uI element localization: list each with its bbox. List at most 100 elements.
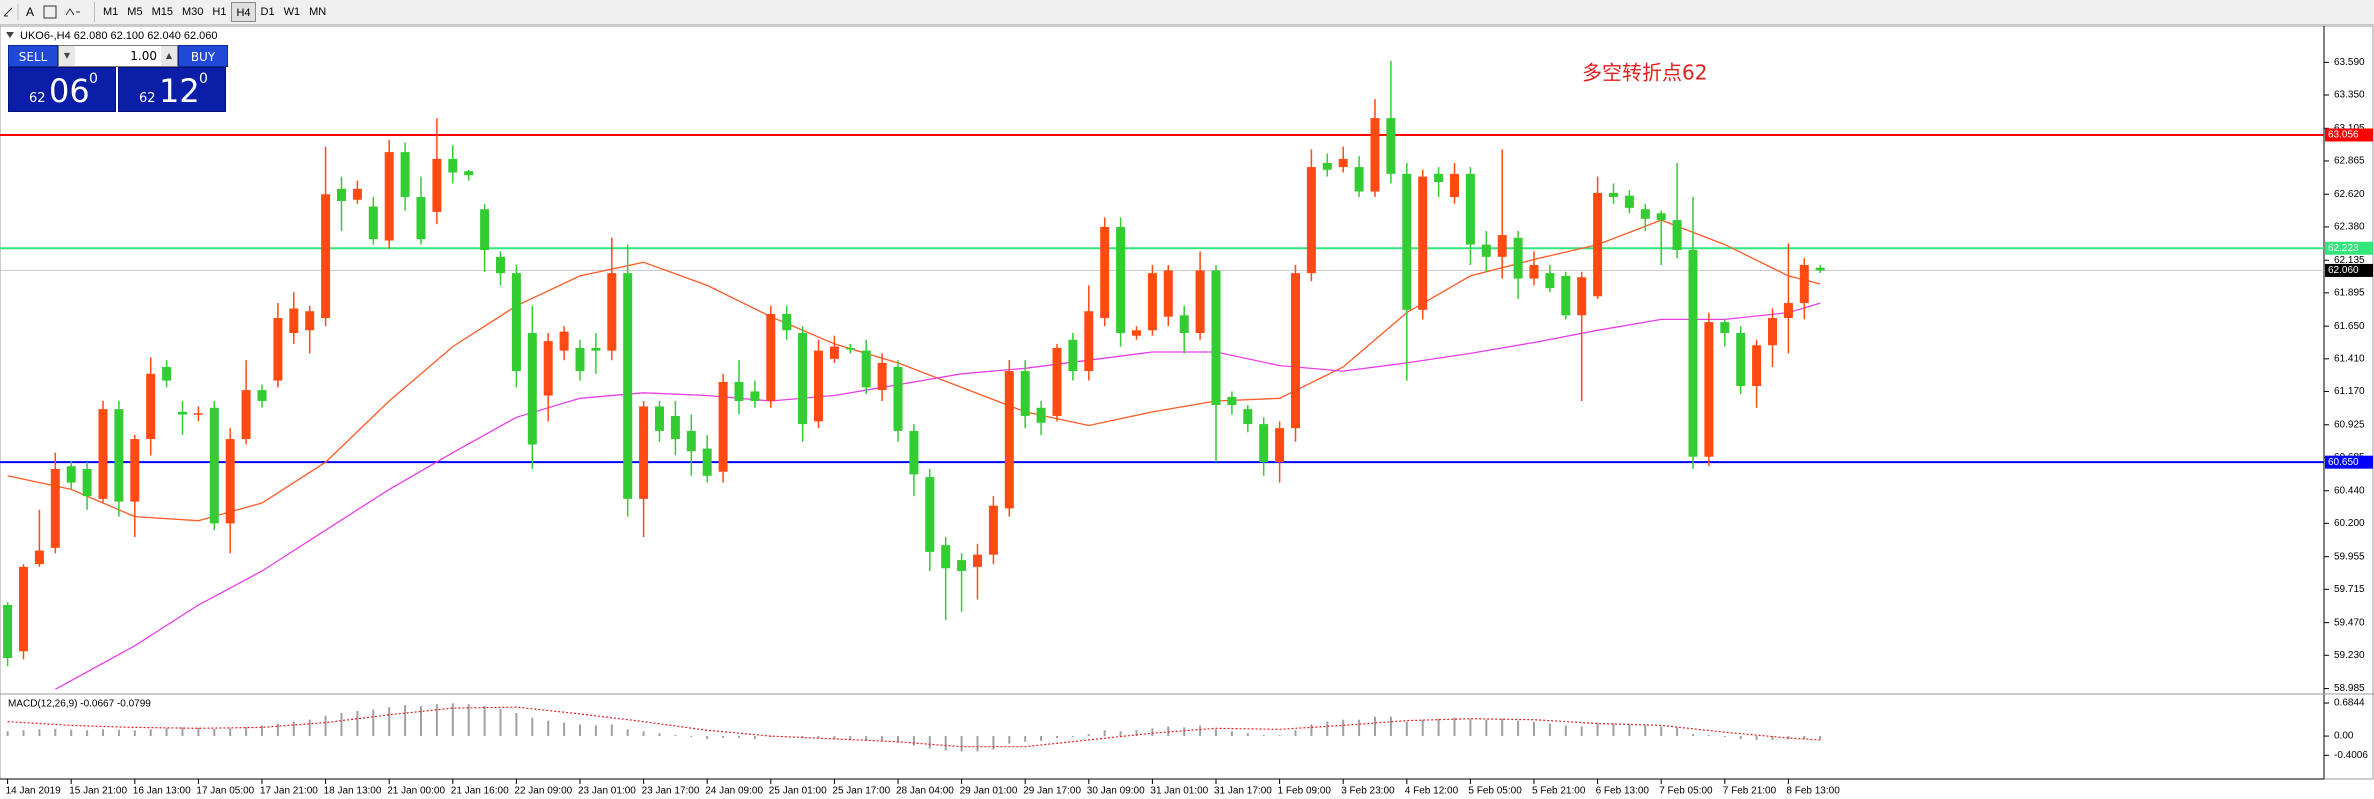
candle-body: [543, 341, 553, 396]
macd-bar: [1707, 735, 1710, 737]
x-tick-label: 6 Feb 13:00: [1596, 786, 1650, 797]
candle-body: [178, 411, 187, 415]
macd-bar: [1739, 736, 1742, 739]
macd-bar: [1676, 727, 1679, 737]
candle-body: [909, 430, 919, 475]
candle-body: [114, 409, 124, 502]
macd-bar: [1533, 721, 1535, 737]
macd-bar: [1803, 736, 1806, 739]
price-small: 62: [29, 91, 46, 106]
sell-price[interactable]: 62 06 0: [8, 67, 116, 112]
candle-body: [591, 347, 601, 351]
x-tick-label: 8 Feb 13:00: [1786, 786, 1840, 797]
header-icon: [6, 32, 14, 38]
macd-bar: [1580, 726, 1583, 737]
moving-average: [7, 219, 1821, 522]
macd-bar: [1628, 724, 1631, 737]
lot-value[interactable]: 1.00: [130, 49, 157, 63]
macd-bar: [245, 727, 248, 737]
axes: 63.590 63.350 63.105 62.865 62.620 62.380 62.1…: [6, 57, 2373, 797]
candle-body: [1004, 371, 1014, 509]
y-tick-label: 58.985: [2334, 683, 2365, 694]
macd-bar: [133, 730, 136, 737]
buy-price[interactable]: 62 12 0: [118, 67, 226, 112]
macd-bar: [833, 736, 836, 739]
macd-bar: [1246, 733, 1249, 737]
candle-body: [1147, 273, 1157, 331]
timeframe-button[interactable]: W1: [283, 6, 301, 18]
candle-body: [50, 468, 60, 548]
lot-up[interactable]: ▲: [161, 46, 177, 66]
x-tick-label: 31 Jan 17:00: [1214, 786, 1272, 797]
macd-bar: [1119, 731, 1122, 737]
timeframe-button[interactable]: M1: [103, 6, 119, 18]
candle-body: [527, 332, 537, 445]
lot-input[interactable]: ▼ 1.00 ▲: [58, 45, 178, 67]
icon-t[interactable]: [43, 5, 57, 19]
candle-body: [1434, 173, 1444, 183]
macd-bar: [1056, 736, 1058, 738]
timeframe-button[interactable]: H1: [212, 6, 227, 18]
timeframe-button[interactable]: D1: [260, 6, 275, 18]
timeframe-button[interactable]: MN: [309, 6, 327, 18]
candle-body: [1052, 347, 1062, 416]
macd-bar: [404, 705, 407, 737]
candle-body: [432, 158, 442, 212]
candle-body: [734, 381, 744, 401]
candle-body: [1688, 250, 1698, 457]
icon-line[interactable]: [3, 7, 13, 17]
macd-bar: [1135, 730, 1138, 737]
macd-bar: [117, 729, 120, 737]
timeframes: M1 M5 M15 M30 H1 H4 D1 W1 MN: [99, 2, 331, 22]
candle-body: [702, 448, 712, 476]
x-tick-label: 14 Jan 2019: [6, 786, 61, 797]
candle-body: [3, 604, 13, 659]
macd-bar: [976, 736, 979, 752]
macd-bar: [992, 736, 995, 750]
x-tick-label: 1 Feb 09:00: [1278, 786, 1332, 797]
lot-down[interactable]: ▼: [59, 46, 75, 66]
sell-button[interactable]: SELL: [8, 45, 58, 67]
icon-tools[interactable]: [65, 8, 80, 16]
timeframe-button[interactable]: H4: [231, 2, 256, 22]
y-tick-label: 63.350: [2334, 90, 2365, 101]
macd-bar: [817, 736, 820, 738]
candle-body: [957, 560, 967, 571]
timeframe-button[interactable]: M5: [127, 6, 143, 18]
macd-bar: [483, 706, 486, 737]
macd-bar: [960, 736, 963, 752]
macd-bar: [1755, 736, 1758, 740]
candle-body: [1195, 270, 1205, 333]
candle-body: [925, 477, 935, 552]
candle-body: [1513, 237, 1523, 279]
candle-body: [655, 406, 664, 431]
candle-body: [209, 407, 219, 524]
timeframe-button[interactable]: M15: [151, 6, 173, 18]
price-sup: 0: [89, 71, 98, 87]
candle-body: [352, 188, 362, 200]
y-tick-label: 60.440: [2334, 485, 2365, 496]
chart-header: UKO6-,H4 62.080 62.100 62.040 62.060: [20, 30, 218, 42]
macd-bar: [1660, 726, 1663, 737]
macd-bar: [1453, 717, 1456, 737]
macd-bar: [658, 733, 661, 737]
timeframe-button[interactable]: M30: [181, 6, 204, 18]
macd-bar: [1071, 736, 1074, 738]
candle-body: [1402, 173, 1412, 310]
candle-body: [861, 350, 871, 388]
candle-body: [1768, 318, 1777, 346]
candle-body: [798, 332, 808, 425]
buy-button[interactable]: BUY: [178, 45, 228, 67]
x-tick-label: 23 Jan 17:00: [642, 786, 700, 797]
icon-a[interactable]: A: [26, 5, 34, 19]
macd-bar: [753, 736, 756, 739]
y-tick-label: 0.6844: [2334, 698, 2365, 709]
candle-body: [1036, 407, 1046, 423]
y-tick-label: 63.105: [2334, 123, 2365, 134]
macd-header: MACD(12,26,9) -0.0667 -0.0799: [8, 699, 151, 710]
macd-bar: [1692, 734, 1694, 737]
candle-body: [225, 439, 235, 524]
candle-body: [877, 362, 887, 391]
candle-body: [670, 415, 680, 440]
